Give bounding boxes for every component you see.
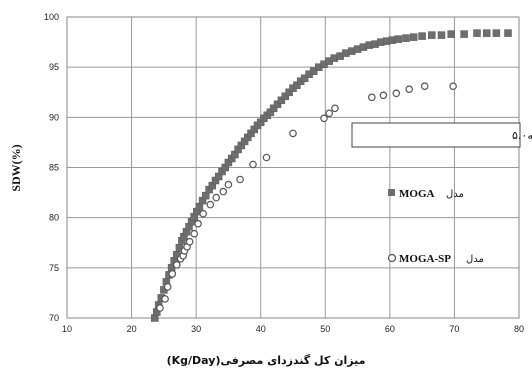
x-axis-label: میزان کل گندزدای مصرفی(Kg/Day): [167, 354, 366, 367]
moga-sp-point: [289, 129, 297, 138]
x-tick-label: 30: [191, 324, 201, 334]
moga-point: [428, 31, 436, 39]
x-tick-label: 50: [320, 324, 330, 334]
y-tick-label: 75: [49, 263, 59, 273]
x-tick-label: 40: [256, 324, 266, 334]
moga-sp-point: [190, 229, 199, 238]
moga-sp-point: [219, 187, 228, 196]
legend: MOGA مدل MOGA-SP مدل: [387, 188, 484, 265]
moga-point: [273, 100, 282, 109]
moga-point: [473, 29, 481, 37]
x-tick-label: 20: [127, 324, 137, 334]
moga-point: [482, 29, 491, 37]
moga-sp-point: [224, 180, 233, 189]
moga-sp-point: [168, 270, 177, 278]
y-tick-labels: 70 75 80 85 90 95 100: [44, 12, 59, 323]
series-moga: [151, 29, 512, 322]
moga-point: [269, 104, 278, 113]
moga-sp-point: [161, 295, 169, 303]
moga-sp-point: [212, 193, 221, 202]
x-tick-label: 60: [385, 324, 395, 334]
plot-frame: [66, 16, 520, 319]
x-tick-label: 10: [62, 324, 72, 334]
moga-point: [281, 92, 290, 101]
y-tick-label: 100: [44, 12, 59, 22]
y-tick-label: 90: [49, 112, 59, 122]
moga-point: [394, 35, 403, 43]
legend-moga-sp-label: MOGA-SP: [399, 253, 451, 265]
moga-sp-point: [420, 82, 429, 91]
moga-sp-point: [392, 89, 401, 98]
moga-point: [447, 30, 455, 38]
moga-point: [504, 29, 512, 37]
y-tick-label: 85: [49, 163, 59, 173]
moga-sp-point: [185, 237, 194, 246]
x-tick-label: 70: [449, 324, 459, 334]
moga-sp-point: [173, 260, 181, 269]
moga-sp-point: [320, 114, 328, 123]
moga-sp-point: [325, 109, 334, 118]
moga-point: [402, 34, 410, 42]
moga-sp-point: [449, 82, 457, 91]
moga-point: [300, 74, 309, 82]
moga-point: [460, 30, 468, 38]
moga-sp-point: [249, 160, 257, 169]
moga-sp-point: [199, 209, 208, 218]
moga-point: [293, 81, 301, 89]
y-tick-label: 95: [49, 62, 59, 72]
y-tick-label: 80: [49, 213, 59, 223]
moga-sp-point: [194, 219, 202, 228]
moga-sp-point: [379, 91, 388, 100]
moga-point: [418, 32, 426, 40]
y-axis-label: SDW(%): [9, 144, 23, 191]
legend-moga-sp-prefix: مدل: [466, 254, 484, 265]
moga-sp-point: [206, 200, 215, 209]
x-tick-label: 80: [514, 324, 524, 334]
legend-moga-sp-marker: [387, 253, 397, 263]
moga-sp-point: [331, 104, 339, 113]
moga-sp-point: [236, 175, 244, 184]
moga-sp-point: [405, 85, 414, 94]
moga-point: [285, 88, 293, 97]
moga-sp-point: [156, 304, 164, 312]
x-tick-labels: 10 20 30 40 50 60 70 80: [62, 324, 524, 334]
legend-moga-prefix: مدل: [446, 189, 464, 200]
series-moga-sp: [156, 82, 457, 312]
moga-point: [437, 31, 446, 39]
legend-moga-label: MOGA: [399, 188, 434, 200]
legend-moga-marker: [388, 189, 395, 196]
annotation-text: ب) نرخ زوال از مرتبه۵.۰: [512, 129, 532, 142]
moga-point: [492, 29, 501, 37]
moga-point: [309, 67, 318, 75]
moga-point: [409, 33, 418, 41]
y-tick-label: 70: [49, 313, 59, 323]
moga-sp-point: [262, 153, 271, 162]
annotation-box: [351, 122, 521, 148]
moga-point: [277, 96, 286, 105]
moga-sp-point: [367, 93, 376, 102]
moga-sp-point: [163, 283, 172, 291]
